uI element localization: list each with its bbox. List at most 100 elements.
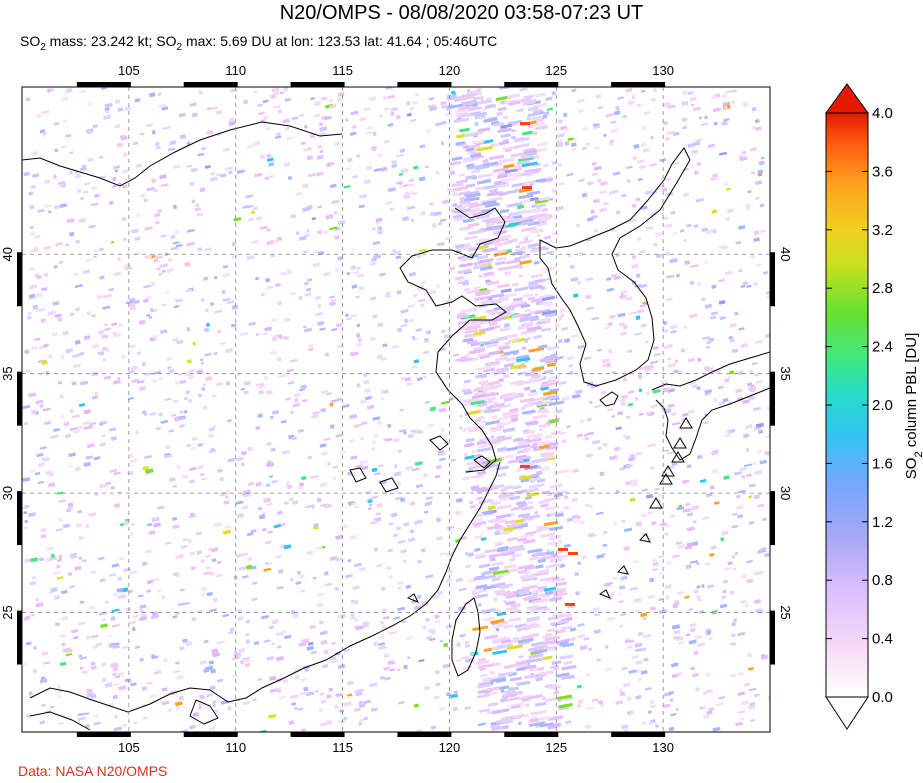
so2-pixel: [760, 229, 766, 233]
so2-pixel: [329, 424, 335, 429]
so2-pixel: [738, 327, 745, 331]
so2-pixel: [530, 641, 545, 647]
so2-pixel: [172, 204, 178, 210]
so2-pixel: [173, 165, 181, 169]
so2-pixel: [458, 173, 465, 177]
so2-pixel: [265, 277, 271, 283]
so2-pixel: [529, 721, 545, 728]
so2-pixel: [432, 290, 437, 294]
so2-pixel: [689, 96, 697, 102]
so2-pixel: [706, 710, 713, 716]
so2-pixel: [276, 356, 282, 362]
so2-pixel: [528, 396, 544, 403]
so2-pixel: [635, 197, 641, 202]
so2-pixel: [307, 455, 313, 460]
so2-pixel: [503, 322, 511, 328]
so2-pixel: [372, 314, 378, 319]
so2-pixel: [67, 505, 73, 511]
so2-pixel: [618, 688, 623, 693]
so2-pixel: [276, 689, 282, 693]
so2-pixel: [630, 478, 639, 484]
so2-pixel: [497, 446, 507, 452]
so2-pixel: [746, 284, 752, 289]
so2-pixel: [65, 349, 71, 354]
so2-pixel: [478, 563, 491, 569]
so2-pixel: [532, 588, 546, 594]
so2-pixel: [491, 561, 504, 567]
so2-pixel: [723, 475, 730, 480]
so2-pixel: [305, 287, 312, 292]
so2-pixel: [328, 687, 333, 692]
so2-pixel: [725, 187, 731, 191]
so2-pixel: [514, 623, 528, 629]
so2-pixel: [589, 504, 593, 508]
so2-pixel: [642, 617, 647, 621]
so2-pixel: [681, 479, 690, 484]
so2-pixel: [146, 522, 153, 527]
so2-pixel: [614, 446, 621, 452]
so2-pixel: [79, 666, 84, 670]
so2-pixel: [224, 348, 234, 354]
so2-pixel: [457, 268, 471, 275]
so2-pixel: [506, 606, 519, 612]
so2-pixel: [349, 351, 355, 355]
so2-pixel: [500, 689, 505, 694]
so2-pixel: [379, 114, 384, 119]
so2-pixel: [755, 380, 763, 384]
so2-pixel: [705, 492, 713, 498]
so2-pixel: [418, 176, 426, 182]
so2-pixel: [738, 269, 743, 273]
so2-pixel: [55, 242, 63, 247]
so2-pixel: [173, 399, 179, 404]
so2-pixel: [681, 412, 689, 417]
so2-pixel: [461, 387, 471, 393]
so2-pixel: [466, 163, 475, 168]
so2-pixel: [118, 685, 127, 691]
so2-pixel: [521, 623, 538, 629]
so2-pixel: [543, 586, 557, 592]
so2-pixel: [318, 620, 324, 625]
so2-pixel: [692, 106, 701, 112]
so2-pixel: [30, 232, 35, 236]
so2-pixel: [707, 584, 715, 589]
so2-pixel: [705, 346, 710, 349]
so2-pixel: [421, 600, 429, 606]
so2-pixel: [563, 112, 568, 118]
so2-pixel: [204, 352, 212, 357]
so2-pixel: [581, 192, 588, 198]
so2-pixel: [350, 265, 357, 270]
so2-pixel: [56, 491, 64, 495]
so2-pixel: [682, 90, 688, 95]
so2-pixel: [142, 298, 149, 303]
so2-pixel: [37, 359, 46, 363]
so2-pixel: [428, 637, 436, 642]
so2-pixel: [540, 503, 549, 508]
so2-pixel: [615, 105, 620, 111]
so2-pixel: [470, 357, 479, 362]
so2-pixel: [366, 404, 375, 410]
so2-pixel: [485, 463, 500, 469]
so2-pixel: [31, 173, 40, 178]
so2-pixel: [452, 353, 460, 357]
so2-pixel: [41, 110, 50, 115]
so2-pixel: [692, 519, 697, 524]
so2-pixel: [462, 402, 473, 407]
so2-pixel: [665, 595, 670, 600]
so2-pixel: [696, 162, 702, 167]
so2-pixel: [624, 637, 631, 642]
so2-pixel: [652, 567, 658, 572]
so2-pixel: [120, 135, 128, 141]
so2-pixel: [436, 284, 440, 289]
so2-pixel: [41, 456, 46, 462]
subtitle: SO2 mass: 23.242 kt; SO2 max: 5.69 DU at…: [20, 33, 497, 53]
so2-pixel: [291, 116, 299, 121]
so2-pixel: [243, 390, 249, 395]
so2-pixel: [495, 527, 505, 532]
so2-pixel: [388, 522, 394, 526]
so2-pixel: [343, 701, 352, 707]
so2-pixel: [279, 695, 286, 700]
so2-pixel: [284, 634, 292, 640]
so2-pixel: [109, 427, 117, 432]
so2-pixel: [369, 336, 376, 342]
so2-pixel: [534, 308, 551, 315]
